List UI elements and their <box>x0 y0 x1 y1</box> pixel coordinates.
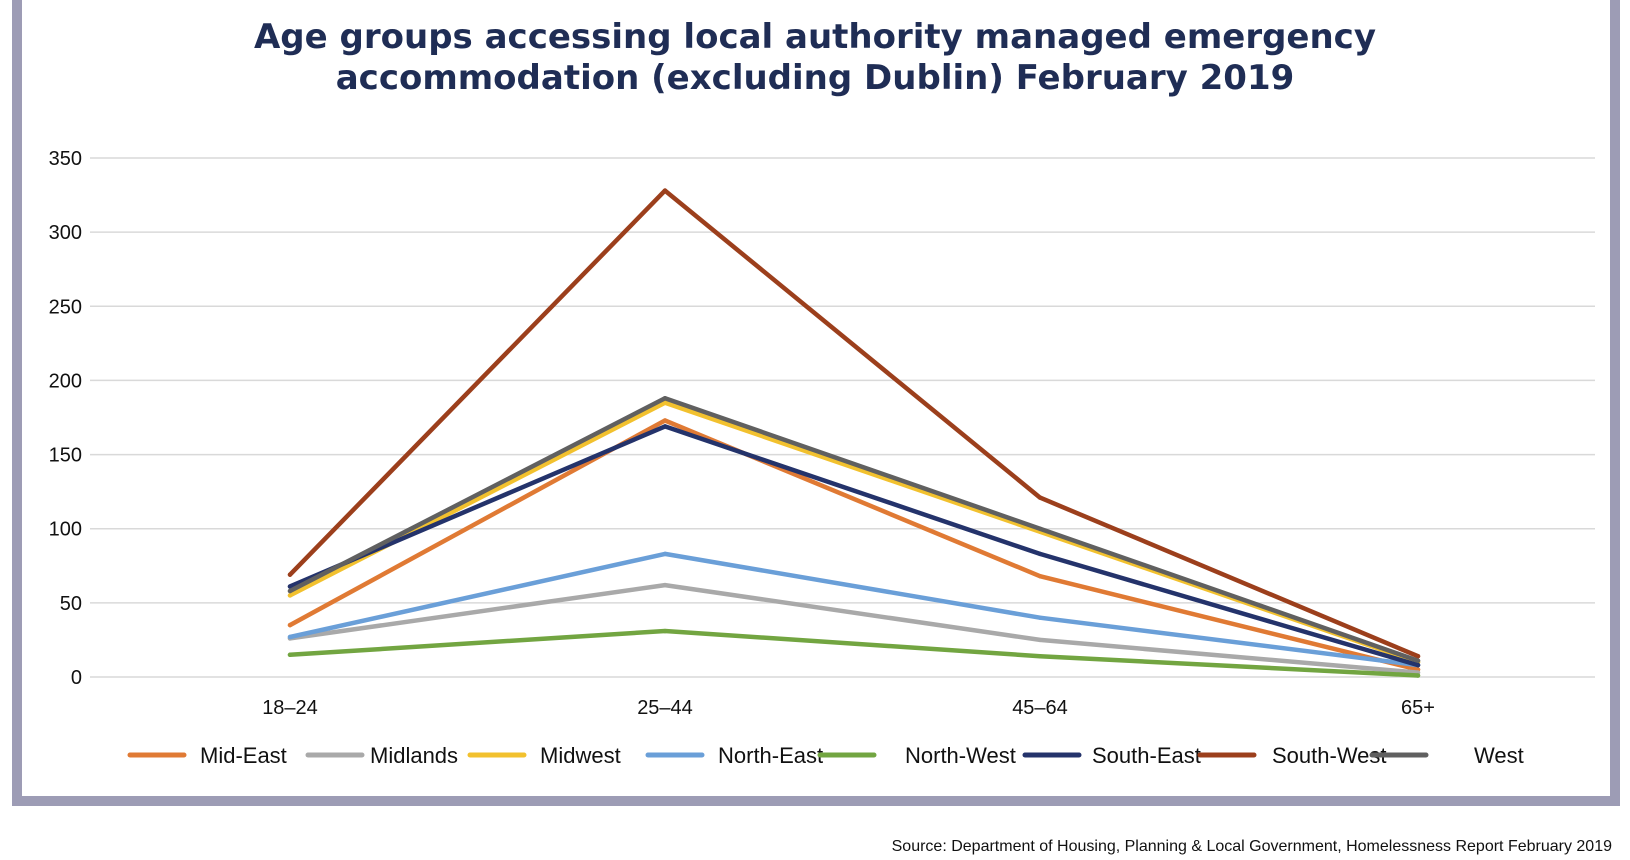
y-tick-label-100: 100 <box>49 519 82 541</box>
legend-label-north-east: North-East <box>718 743 823 768</box>
y-tick-label-250: 250 <box>49 296 82 318</box>
legend-label-north-west: North-West <box>905 743 1016 768</box>
data-point-midlands-2 <box>662 582 668 588</box>
data-point-midlands-3 <box>1037 637 1043 643</box>
series-line-south-west <box>287 188 1421 659</box>
y-tick-label-50: 50 <box>60 593 82 615</box>
legend-label-midwest: Midwest <box>540 743 621 768</box>
legend-label-west: West <box>1474 743 1524 768</box>
x-tick-label-3: 45–64 <box>1012 697 1068 719</box>
data-point-south-east-1 <box>287 584 293 589</box>
series-line-north-west <box>287 628 1421 678</box>
data-point-west-1 <box>287 588 293 594</box>
data-point-midwest-2 <box>662 400 668 405</box>
x-tick-label-1: 18–24 <box>262 697 318 719</box>
data-point-south-east-3 <box>1037 551 1043 557</box>
data-point-west-3 <box>1037 526 1043 531</box>
series-line-midlands <box>287 582 1421 675</box>
legend-label-mid-east: Mid-East <box>200 743 287 768</box>
data-point-mid-east-2 <box>662 418 668 423</box>
data-point-west-4 <box>1415 658 1421 663</box>
series-line-south-east <box>287 424 1421 668</box>
series-line-mid-east <box>287 418 1421 672</box>
data-point-north-west-2 <box>662 628 668 634</box>
data-point-mid-east-3 <box>1037 573 1043 579</box>
data-point-south-west-4 <box>1415 654 1421 659</box>
data-point-north-east-2 <box>662 551 668 557</box>
data-point-south-west-3 <box>1037 495 1043 500</box>
legend-label-south-east: South-East <box>1092 743 1201 768</box>
data-point-north-east-1 <box>287 634 293 640</box>
series-line-west <box>287 395 1421 663</box>
chart-title-line-1: Age groups accessing local authority man… <box>253 17 1377 57</box>
data-point-south-east-4 <box>1415 662 1421 668</box>
data-point-west-2 <box>662 396 668 401</box>
data-point-south-east-2 <box>662 424 668 429</box>
y-tick-label-0: 0 <box>71 667 82 689</box>
data-point-north-west-1 <box>287 652 293 657</box>
legend-label-midlands: Midlands <box>370 743 458 768</box>
data-point-north-east-3 <box>1037 615 1043 620</box>
data-point-north-west-4 <box>1415 673 1421 678</box>
series-line-north-east <box>287 551 1421 668</box>
chart-title-line-2: accommodation (excluding Dublin) Februar… <box>335 58 1295 98</box>
y-tick-label-150: 150 <box>49 445 82 467</box>
y-tick-label-200: 200 <box>49 370 82 392</box>
data-point-mid-east-1 <box>287 622 293 628</box>
legend-label-south-west: South-West <box>1272 743 1387 768</box>
data-point-midwest-1 <box>287 593 293 598</box>
data-point-south-west-1 <box>287 572 293 577</box>
x-tick-label-4: 65+ <box>1401 697 1435 719</box>
y-tick-label-300: 300 <box>49 222 82 244</box>
data-point-north-west-3 <box>1037 654 1043 659</box>
source-note: Source: Department of Housing, Planning … <box>891 838 1612 855</box>
x-tick-label-2: 25–44 <box>637 697 693 719</box>
y-tick-label-350: 350 <box>49 148 82 170</box>
data-point-south-west-2 <box>662 188 668 193</box>
